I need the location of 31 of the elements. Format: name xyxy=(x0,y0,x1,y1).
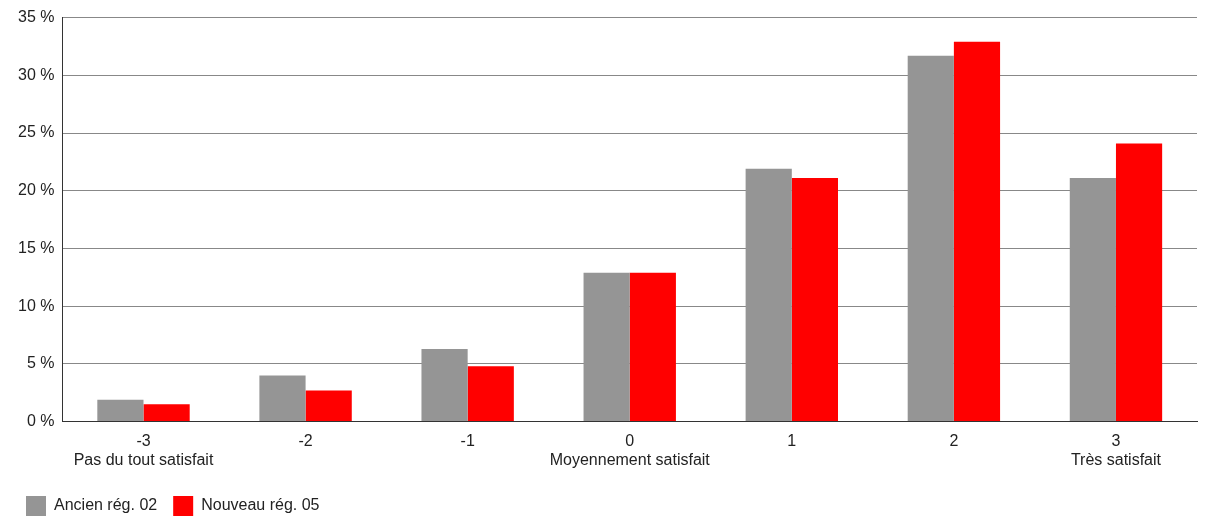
x-tick-label: -3 Pas du tout satisfait xyxy=(73,431,214,468)
y-tick-label: 25 % xyxy=(18,123,55,141)
y-tick-label: 30 % xyxy=(18,65,55,83)
x-tick-label: -2 xyxy=(298,431,313,449)
y-tick-label: 35 % xyxy=(18,8,55,26)
x-tick-label: 3 Très satisfait xyxy=(1070,431,1162,468)
bar xyxy=(1069,178,1116,422)
x-tick-label: -1 xyxy=(460,431,475,449)
x-tick-label: 2 xyxy=(949,431,959,449)
y-tick-label: 20 % xyxy=(18,181,55,199)
bar xyxy=(305,390,352,422)
bar xyxy=(1115,143,1163,422)
bar xyxy=(953,41,1001,422)
y-tick-label: 10 % xyxy=(18,296,55,314)
y-tick-label: 5 % xyxy=(26,354,55,372)
bar xyxy=(791,178,838,422)
bar xyxy=(259,375,306,422)
bar xyxy=(143,404,190,422)
bar xyxy=(583,272,630,422)
x-tick-label: 1 xyxy=(787,431,797,449)
bar xyxy=(907,55,954,422)
y-tick-label: 0 % xyxy=(26,412,55,430)
y-tick-label: 15 % xyxy=(18,238,55,256)
bar xyxy=(421,348,468,422)
legend-label: Ancien rég. 02 xyxy=(54,496,158,514)
bar xyxy=(97,399,144,422)
bar xyxy=(629,272,676,422)
x-tick-label: 0 Moyennement satisfait xyxy=(549,431,711,468)
bar xyxy=(467,366,514,422)
legend-label: Nouveau rég. 05 xyxy=(201,496,320,514)
bar xyxy=(745,168,792,422)
